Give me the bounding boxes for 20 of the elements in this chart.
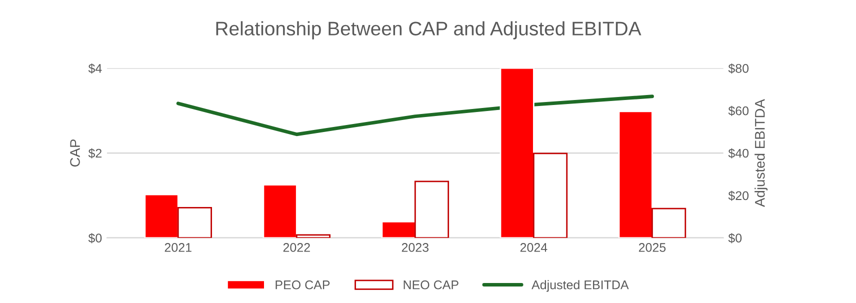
y-axis-title: CAP (70, 139, 80, 167)
y2-tick-label: $60 (728, 106, 749, 116)
line-series (176, 94, 654, 136)
y2-axis-title: Adjusted EBITDA (754, 99, 768, 208)
y2-tick-label: $80 (728, 63, 749, 74)
legend-label: PEO CAP (276, 280, 330, 290)
x-tick-label: 2022 (283, 243, 310, 252)
y-tick-label: $4 (88, 63, 102, 74)
x-tick-label: 2025 (638, 243, 666, 252)
chart-title: Relationship Between CAP and Adjusted EBITDA (216, 21, 642, 40)
y-tick-label: $0 (88, 233, 102, 244)
y-tick-label: $2 (88, 148, 102, 158)
x-tick-label: 2023 (402, 243, 429, 252)
y2-tick-label: $40 (728, 148, 749, 158)
y2-tick-label: $20 (728, 190, 749, 201)
x-tick-label: 2024 (520, 243, 548, 252)
x-tick-label: 2021 (164, 243, 192, 252)
legend-label: Adjusted EBITDA (532, 280, 629, 292)
legend-label: NEO CAP (404, 280, 458, 290)
y2-tick-label: $0 (728, 233, 742, 244)
